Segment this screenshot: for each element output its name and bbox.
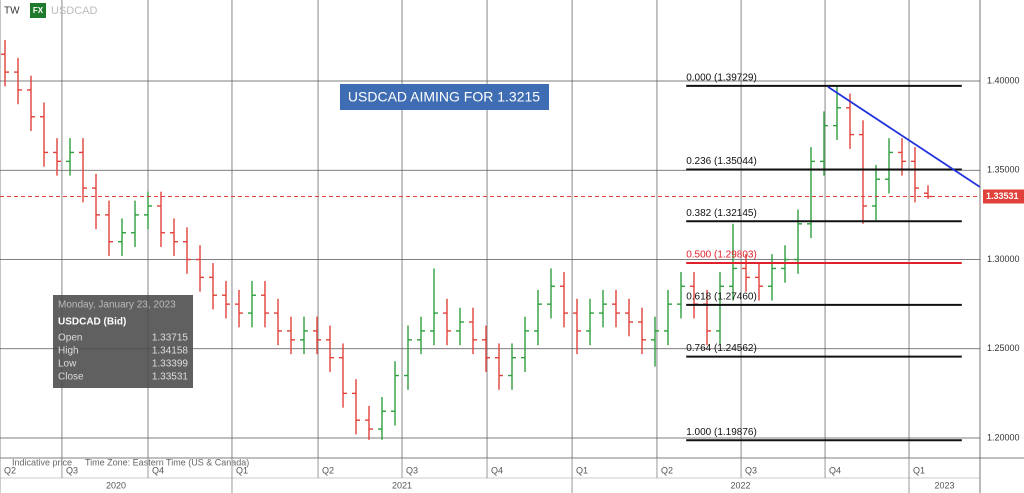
grid [0, 0, 980, 458]
info-label: Low [58, 359, 77, 370]
year-label: 2020 [106, 480, 126, 490]
fib-label: 0.000 (1.39729) [686, 73, 757, 84]
x-tick-label: Q2 [322, 465, 334, 475]
badge-box [30, 3, 46, 18]
overlays: 0.000 (1.39729) 0.236 (1.35044) 0.382 (1.3… [0, 73, 981, 442]
fib-label: 1.000 (1.19876) [686, 427, 757, 438]
info-label: High [58, 346, 79, 357]
fib-label: 0.618 (1.27460) [686, 291, 757, 302]
info-value: 1.34158 [152, 346, 189, 357]
footer-note: Indicative price [12, 457, 72, 467]
title-box [340, 84, 549, 110]
x-tick-label: Q3 [406, 465, 418, 475]
x-tick-label: Q3 [66, 465, 78, 475]
x-tick-label: Q2 [4, 465, 16, 475]
info-value: 1.33399 [152, 359, 189, 370]
trend-line [827, 86, 981, 188]
fib-label: 0.764 (1.24562) [686, 343, 757, 354]
y-tick-label: 1.25000 [987, 343, 1020, 353]
info-date: Monday, January 23, 2023 [58, 300, 176, 311]
x-tick-label: Q4 [829, 465, 841, 475]
info-box: Monday, January 23, 2023 USDCAD (Bid) Op… [53, 295, 193, 388]
fib-label: 0.236 (1.35044) [686, 156, 757, 167]
year-label: 2023 [934, 480, 954, 490]
symbol: USDCAD [51, 5, 98, 17]
x-tick-label: Q2 [661, 465, 673, 475]
year-label: 2021 [392, 480, 412, 490]
y-tick-label: 1.30000 [987, 254, 1020, 264]
chart-title: USDCAD AIMING FOR 1.3215 [348, 89, 540, 105]
info-rows: Open 1.33715 High 1.34158 Low 1.33399 Close 1.3… [58, 333, 188, 383]
y-tick-label: 1.20000 [987, 432, 1020, 442]
info-label: Open [58, 333, 82, 344]
current-price-label: 1.33531 [986, 191, 1019, 201]
x-tick-label: Q1 [576, 465, 588, 475]
year-label: 2022 [731, 480, 751, 490]
footer-note: Time Zone: Eastern Time (US & Canada) [85, 457, 249, 467]
x-tick-label: Q4 [152, 465, 164, 475]
fib-label: 0.500 (1.29803) [686, 250, 757, 261]
info-symbol: USDCAD (Bid) [58, 317, 126, 328]
y-tick-label: 1.35000 [987, 165, 1020, 175]
info-value: 1.33715 [152, 333, 189, 344]
info-label: Close [58, 372, 84, 383]
info-bg [53, 295, 193, 388]
current-price-box [983, 189, 1024, 204]
y-tick-label: 1.40000 [987, 75, 1020, 85]
x-tick-label: Q4 [491, 465, 503, 475]
x-tick-label: Q1 [236, 465, 248, 475]
logo: TW [4, 6, 20, 17]
badge: FX [33, 6, 44, 15]
fib-label: 0.382 (1.32145) [686, 208, 757, 219]
info-value: 1.33531 [152, 372, 189, 383]
x-tick-label: Q3 [745, 465, 757, 475]
x-tick-label: Q1 [913, 465, 925, 475]
